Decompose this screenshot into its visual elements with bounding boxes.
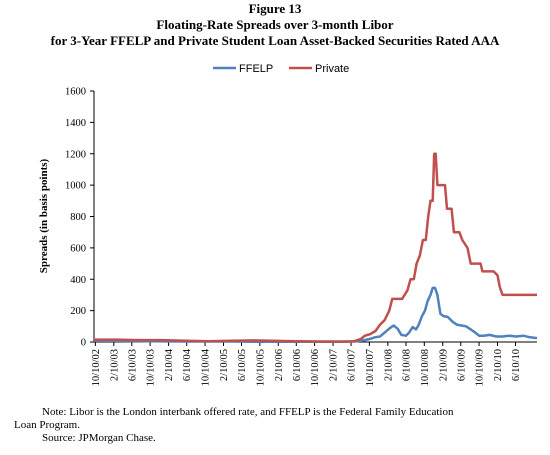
- series-line-private: [94, 152, 537, 343]
- x-tick-label: 10/10/03: [146, 349, 157, 386]
- x-tick-label: 10/10/08: [420, 349, 431, 386]
- note-text-continued: Loan Program.: [14, 419, 80, 431]
- figure-number: Figure 13: [248, 1, 302, 16]
- x-tick-label: 6/10/08: [401, 349, 412, 381]
- series-line-ffelp: [93, 286, 538, 343]
- series-lines: [93, 152, 538, 343]
- x-tick-label: 6/10/03: [127, 349, 138, 381]
- x-tick-label: 10/10/07: [365, 349, 376, 386]
- y-tick-label: 1200: [65, 149, 86, 160]
- x-tick-label: 10/10/04: [201, 348, 212, 386]
- x-tick-label: 10/10/02: [91, 349, 102, 386]
- line-chart: FFELP Private Spreads (in basis points) …: [38, 63, 538, 386]
- x-tick-label: 2/10/07: [329, 349, 340, 381]
- x-tick-label: 2/10/06: [274, 349, 285, 381]
- x-tick-label: 6/10/07: [347, 349, 358, 381]
- x-tick-label: 6/10/06: [292, 349, 303, 381]
- x-axis: 10/10/02 2/10/03 6/10/03 10/10/03 2/10/04 6/1…: [91, 342, 522, 386]
- legend-label-private: Private: [315, 63, 349, 75]
- y-axis: 0 200 400 600 800 1000 1200 1400 1600: [65, 87, 94, 349]
- x-tick-label: 2/10/08: [383, 349, 394, 381]
- x-tick-label: 2/10/09: [438, 349, 449, 381]
- y-tick-label: 1400: [65, 118, 86, 129]
- y-tick-label: 0: [81, 338, 86, 349]
- y-tick-label: 800: [70, 212, 86, 223]
- y-tick-label: 1600: [65, 87, 86, 98]
- x-tick-label: 6/10/04: [182, 348, 193, 381]
- x-tick-label: 10/10/06: [310, 349, 321, 386]
- y-axis-title: Spreads (in basis points): [38, 158, 50, 273]
- source-text: Source: JPMorgan Chase.: [42, 432, 156, 444]
- x-tick-label: 2/10/10: [493, 349, 504, 381]
- y-tick-label: 1000: [65, 181, 86, 192]
- x-tick-label: 2/10/05: [219, 349, 230, 381]
- y-tick-label: 600: [70, 243, 86, 254]
- chart-title-line-2: for 3-Year FFELP and Private Student Loa…: [50, 33, 500, 48]
- note-text: Note: Libor is the London interbank offe…: [42, 406, 454, 418]
- x-tick-label: 10/10/09: [475, 349, 486, 386]
- x-tick-label: 6/10/09: [456, 349, 467, 381]
- x-tick-label: 10/10/05: [255, 349, 266, 386]
- x-tick-label: 2/10/04: [164, 348, 175, 381]
- legend-label-ffelp: FFELP: [239, 63, 273, 75]
- x-tick-label: 2/10/03: [109, 349, 120, 381]
- legend: FFELP Private: [213, 63, 349, 75]
- x-tick-label: 6/10/10: [511, 349, 522, 381]
- x-tick-label: 6/10/05: [237, 349, 248, 381]
- y-tick-label: 400: [70, 275, 86, 286]
- chart-title-line-1: Floating-Rate Spreads over 3-month Libor: [156, 17, 394, 32]
- y-tick-label: 200: [70, 306, 86, 317]
